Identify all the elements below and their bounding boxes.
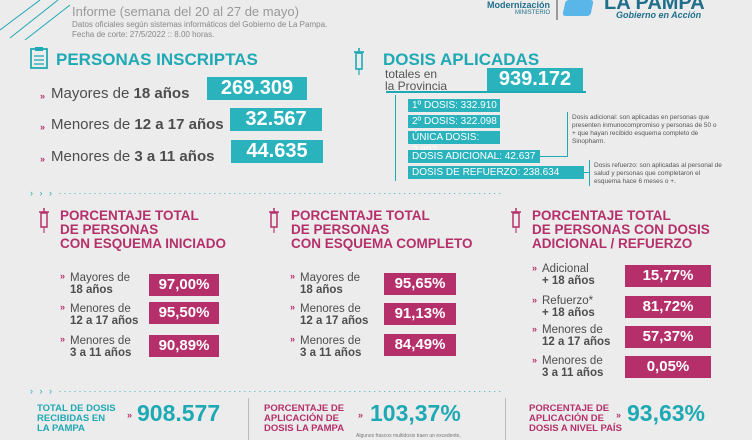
- completo-title: PORCENTAJE TOTAL DE PERSONAS CON ESQUEMA C…: [291, 208, 473, 251]
- row-label: Menores de 3 a 11 años: [542, 355, 604, 379]
- syringe-icon: [39, 208, 49, 233]
- dosis-total: 939.172: [487, 68, 583, 91]
- nacional-label: PORCENTAJE DE APLICACIÓN DE DOSIS A NIVEL …: [529, 403, 622, 434]
- dosis-sub1: totales en: [385, 67, 438, 81]
- dosis-tree-line: [395, 95, 396, 181]
- adicional-title: PORCENTAJE TOTAL DE PERSONAS CON DOSIS ADI…: [532, 208, 710, 251]
- dosis-line-4: DOSIS ADICIONAL: 42.637: [408, 150, 540, 163]
- chevron-icon: »: [290, 334, 296, 344]
- syringe-icon: [354, 48, 364, 75]
- syringe-icon: [511, 208, 521, 233]
- logo-divider: [556, 0, 558, 20]
- note-connector: [589, 160, 590, 186]
- note-connector: [584, 172, 590, 173]
- chevron-icon: »: [532, 295, 538, 305]
- chevron-icon: »: [290, 271, 296, 281]
- row-label: Refuerzo* + 18 años: [542, 295, 595, 319]
- aplicacion-note: Algunos frascos multidosis traen un exce…: [356, 433, 461, 439]
- chevron-icon: »: [40, 91, 46, 101]
- pct-value: 90,89%: [149, 335, 219, 357]
- inscriptas-value: 269.309: [207, 77, 307, 100]
- row-label: Menores de 12 a 17 años: [300, 303, 369, 327]
- inscriptas-value: 32.567: [230, 108, 322, 131]
- nacional-value: 93,63%: [627, 400, 706, 426]
- divider: [505, 398, 506, 440]
- aplicacion-value: 103,37%: [370, 400, 461, 426]
- recibidas-label: TOTAL DE DOSIS RECIBIDAS EN LA PAMPA: [37, 403, 116, 434]
- dosis-title: DOSIS APLICADAS: [383, 50, 540, 69]
- pct-value: 81,72%: [625, 296, 711, 318]
- inscriptas-label: Menores de 3 a 11 años: [51, 148, 215, 165]
- chevron-icon: »: [40, 122, 46, 132]
- syringe-icon: [269, 208, 279, 233]
- dosis-sub2: la Provincia: [385, 79, 448, 93]
- aplicacion-label: PORCENTAJE DE APLICACIÓN DE DOSIS LA PAMPA: [264, 403, 345, 434]
- dosis-line-2: 2º DOSIS: 322.098: [408, 115, 500, 128]
- row-label: Menores de 3 a 11 años: [300, 335, 362, 359]
- note-refuerzo: Dosis refuerzo: son aplicadas al persona…: [594, 162, 722, 185]
- chevron-icon: »: [40, 154, 46, 164]
- chevron-icon: »: [60, 334, 66, 344]
- pct-value: 0,05%: [625, 356, 711, 378]
- iniciado-title: PORCENTAJE TOTAL DE PERSONAS CON ESQUEMA I…: [60, 208, 227, 251]
- divider: [248, 398, 249, 440]
- row-label: Menores de 12 a 17 años: [542, 324, 611, 348]
- pct-value: 95,50%: [149, 302, 219, 324]
- chevron-icon: »: [532, 263, 538, 273]
- inscriptas-value: 44.635: [231, 140, 323, 163]
- cutoff-date: Fecha de corte: 27/5/2022 :: 8.00 horas.: [72, 30, 215, 39]
- note-adicional: Dosis adicional: son aplicadas en person…: [572, 114, 717, 145]
- chevron-icon: »: [532, 355, 538, 365]
- pct-value: 57,37%: [625, 326, 711, 348]
- dosis-divider: [386, 91, 586, 93]
- dosis-line-3: ÚNICA DOSIS: 2.893: [408, 131, 500, 156]
- ministry-logo: Modernización MINISTERIO: [486, 0, 550, 16]
- row-label: Mayores de 18 años: [300, 272, 361, 296]
- dotted-divider: › › › ··································…: [30, 386, 504, 396]
- inscriptas-label: Menores de 12 a 17 años: [51, 116, 224, 133]
- note-connector: [540, 156, 568, 157]
- pct-value: 84,49%: [384, 334, 456, 356]
- map-icon: [562, 0, 594, 16]
- pct-value: 91,13%: [384, 303, 456, 325]
- chevron-icon: »: [290, 302, 296, 312]
- chevron-icon: »: [616, 410, 622, 420]
- data-source: Datos oficiales según sistemas informáti…: [72, 20, 328, 29]
- dosis-line-5: DOSIS DE REFUERZO: 238.634: [408, 166, 584, 179]
- pct-value: 95,65%: [384, 273, 456, 295]
- chevron-icon: »: [60, 271, 66, 281]
- inscriptas-title: PERSONAS INSCRIPTAS: [56, 50, 258, 69]
- chevron-icon: »: [532, 324, 538, 334]
- dosis-line-1: 1º DOSIS: 332.910: [408, 99, 500, 112]
- recibidas-value: 908.577: [137, 400, 221, 426]
- pct-value: 97,00%: [149, 274, 219, 296]
- clipboard-icon: [30, 47, 48, 69]
- dotted-divider: › › › ··································…: [30, 188, 504, 198]
- report-title: Informe (semana del 20 al 27 de mayo): [72, 4, 299, 19]
- row-label: Menores de 12 a 17 años: [70, 303, 139, 327]
- row-label: Adicional + 18 años: [542, 263, 595, 287]
- inscriptas-label: Mayores de 18 años: [51, 85, 190, 102]
- decorative-lines: [0, 0, 70, 40]
- chevron-icon: »: [60, 302, 66, 312]
- pct-value: 15,77%: [625, 265, 711, 287]
- row-label: Menores de 3 a 11 años: [70, 335, 132, 359]
- note-connector: [567, 112, 568, 156]
- chevron-icon: »: [358, 410, 364, 420]
- row-label: Mayores de 18 años: [70, 272, 131, 296]
- chevron-icon: »: [127, 410, 133, 420]
